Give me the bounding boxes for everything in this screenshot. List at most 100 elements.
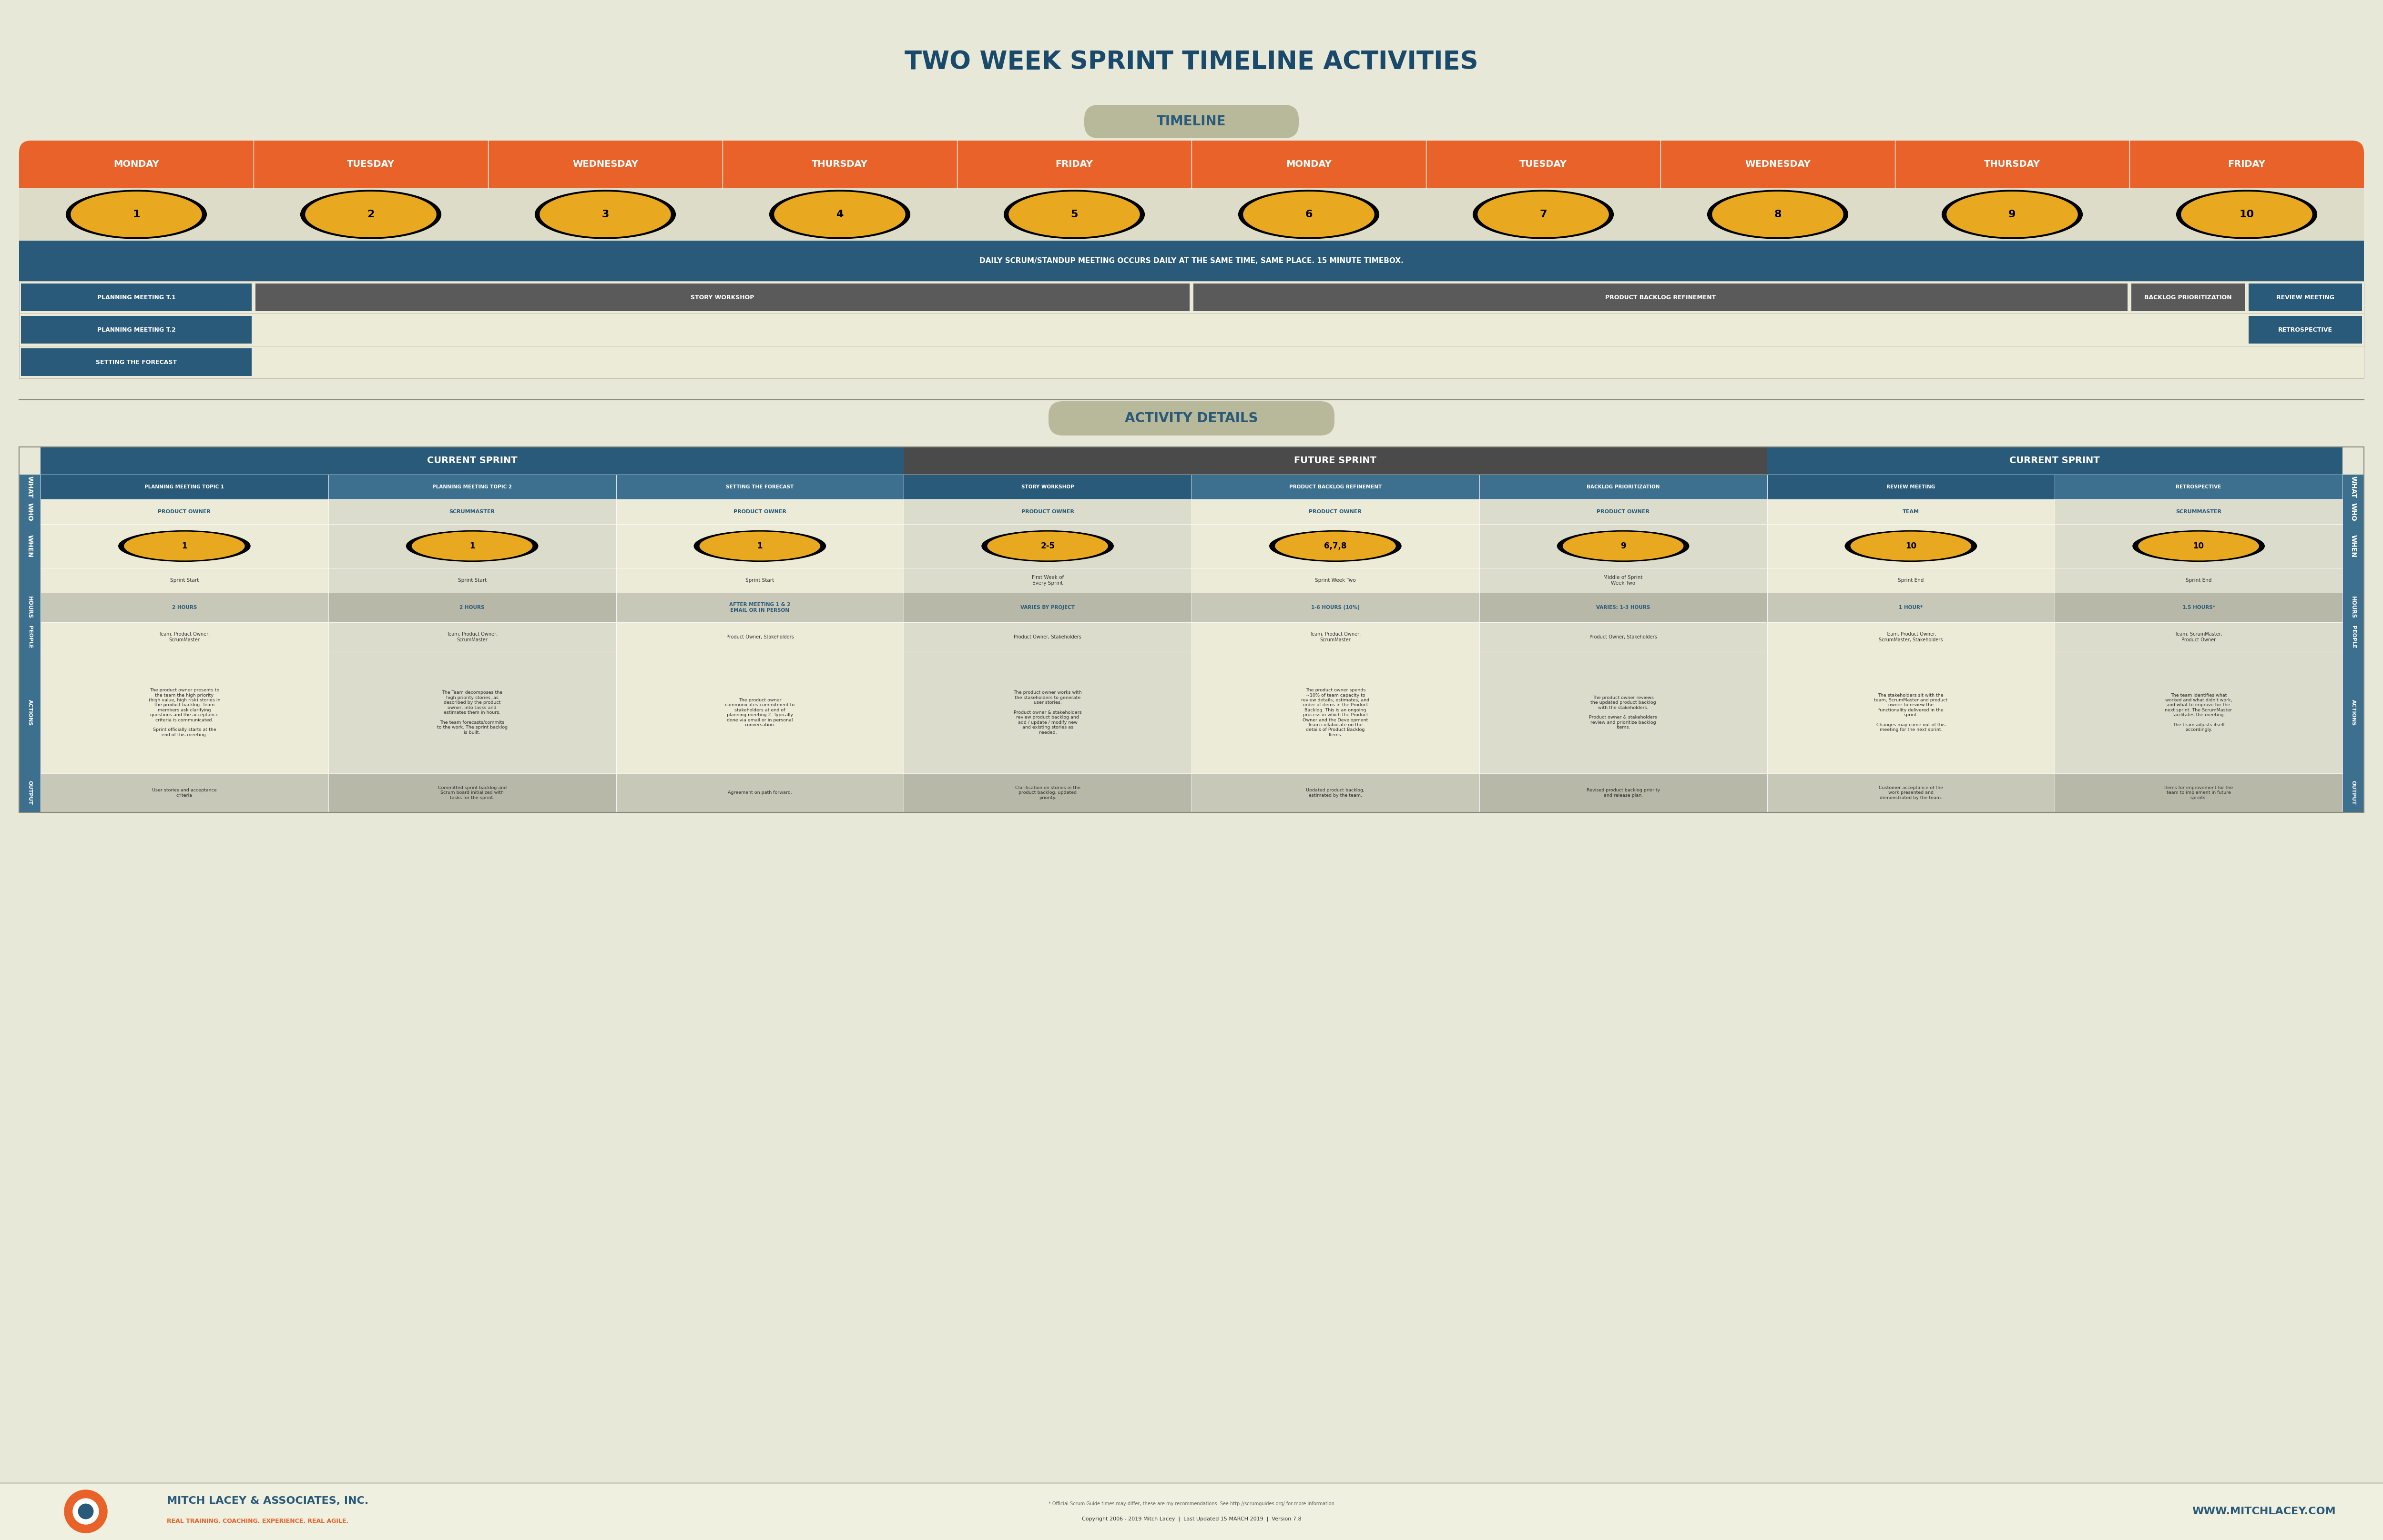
Text: 6: 6 [1306,209,1313,219]
Bar [329,622,615,651]
Bar [1768,593,2054,622]
Bar [1480,651,1768,773]
Bar [2054,568,2342,593]
Bar [615,773,903,813]
Text: 2 HOURS: 2 HOURS [172,605,198,610]
Text: PRODUCT OWNER: PRODUCT OWNER [1308,510,1361,514]
Text: THURSDAY: THURSDAY [813,160,867,169]
Ellipse shape [412,531,531,561]
Bar [41,474,329,499]
Text: Clarification on stories in the
product backlog, updated
priority.: Clarification on stories in the product … [1015,785,1079,799]
Ellipse shape [774,191,906,237]
FancyBboxPatch shape [1049,402,1334,436]
Text: 7: 7 [1539,209,1547,219]
Text: Sprint End: Sprint End [1897,578,1923,582]
Text: 1: 1 [133,209,141,219]
Bar [1480,593,1768,622]
Text: Sprint Start: Sprint Start [458,578,486,582]
Bar [2054,651,2342,773]
Bar [19,240,2364,282]
Text: 5: 5 [1070,209,1077,219]
Bar [329,568,615,593]
Text: Team, Product Owner,
ScrumMaster: Team, Product Owner, ScrumMaster [160,631,210,642]
Text: 10: 10 [2192,542,2204,550]
Ellipse shape [124,531,245,561]
Ellipse shape [693,530,827,562]
Bar [41,568,329,593]
Ellipse shape [119,530,250,562]
Text: BACKLOG PRIORITIZATION: BACKLOG PRIORITIZATION [1587,485,1659,490]
Text: PLANNING MEETING TOPIC 1: PLANNING MEETING TOPIC 1 [145,485,224,490]
Text: FUTURE SPRINT: FUTURE SPRINT [1294,456,1377,465]
Bar [1768,773,2054,813]
Ellipse shape [1244,191,1375,237]
Bar [2054,622,2342,651]
Bar [1768,447,2342,474]
Text: Agreement on path forward.: Agreement on path forward. [727,790,791,795]
Text: PEOPLE: PEOPLE [2352,625,2357,648]
Bar [19,165,2364,188]
Bar [615,593,903,622]
Bar [2130,283,2245,311]
Text: User stories and acceptance
criteria: User stories and acceptance criteria [153,788,217,798]
Text: WHO: WHO [2350,502,2357,521]
Text: 1.5 HOURS*: 1.5 HOURS* [2183,605,2216,610]
Text: 3: 3 [601,209,610,219]
Text: PRODUCT OWNER: PRODUCT OWNER [734,510,786,514]
Bar [21,316,253,343]
Text: Team, Product Owner,
ScrumMaster: Team, Product Owner, ScrumMaster [1311,631,1361,642]
Text: The product owner spends
~10% of team capacity to
review details, estimates, and: The product owner spends ~10% of team ca… [1301,688,1370,738]
Text: 10: 10 [2240,209,2254,219]
Text: 1-6 HOURS (10%): 1-6 HOURS (10%) [1311,605,1361,610]
Bar [329,524,615,568]
Text: 4: 4 [836,209,844,219]
Ellipse shape [305,191,436,237]
Text: Copyright 2006 - 2019 Mitch Lacey  |  Last Updated 15 MARCH 2019  |  Version 7.8: Copyright 2006 - 2019 Mitch Lacey | Last… [1082,1517,1301,1522]
Bar [41,499,329,524]
Text: PLANNING MEETING T.2: PLANNING MEETING T.2 [98,326,176,333]
Bar [19,474,41,651]
Text: Revised product backlog priority
and release plan.: Revised product backlog priority and rel… [1587,788,1661,798]
Bar [19,282,2364,314]
Text: Sprint Start: Sprint Start [746,578,774,582]
Text: STORY WORKSHOP: STORY WORKSHOP [691,294,755,300]
Circle shape [74,1498,98,1525]
Text: 1: 1 [181,542,188,550]
Text: The Team decomposes the
high priority stories, as
described by the product
owner: The Team decomposes the high priority st… [436,690,508,735]
Text: THURSDAY: THURSDAY [1985,160,2040,169]
Bar [1480,773,1768,813]
Bar [615,474,903,499]
Bar [1768,524,2054,568]
Bar [1192,474,1480,499]
Ellipse shape [534,189,677,239]
Text: Middle of Sprint
Week Two: Middle of Sprint Week Two [1604,576,1642,585]
Text: Committed sprint backlog and
Scrum board initialized with
tasks for the sprint.: Committed sprint backlog and Scrum board… [438,785,508,799]
Bar [615,524,903,568]
Bar [1480,524,1768,568]
Text: TUESDAY: TUESDAY [1520,160,1568,169]
Text: VARIES BY PROJECT: VARIES BY PROJECT [1020,605,1075,610]
Text: PEOPLE: PEOPLE [29,625,33,648]
Bar [903,524,1192,568]
Bar [41,447,903,474]
Text: WHO: WHO [26,502,33,521]
Bar [903,499,1192,524]
Bar [21,348,253,376]
Bar [2250,283,2362,311]
Text: First Week of
Every Sprint: First Week of Every Sprint [1032,576,1063,585]
Ellipse shape [1706,189,1849,239]
Text: PLANNING MEETING TOPIC 2: PLANNING MEETING TOPIC 2 [431,485,512,490]
Bar [0,1483,2383,1540]
Bar [41,593,329,622]
Bar [903,593,1192,622]
Text: PRODUCT BACKLOG REFINEMENT: PRODUCT BACKLOG REFINEMENT [1606,294,1716,300]
Circle shape [79,1505,93,1518]
Bar [41,524,329,568]
Ellipse shape [1852,531,1971,561]
Text: PRODUCT OWNER: PRODUCT OWNER [1022,510,1075,514]
Ellipse shape [1239,189,1380,239]
Text: MONDAY: MONDAY [114,160,160,169]
Text: TEAM: TEAM [1902,510,1918,514]
Text: OUTPUT: OUTPUT [29,781,33,805]
Text: ACTIONS: ACTIONS [29,699,33,725]
